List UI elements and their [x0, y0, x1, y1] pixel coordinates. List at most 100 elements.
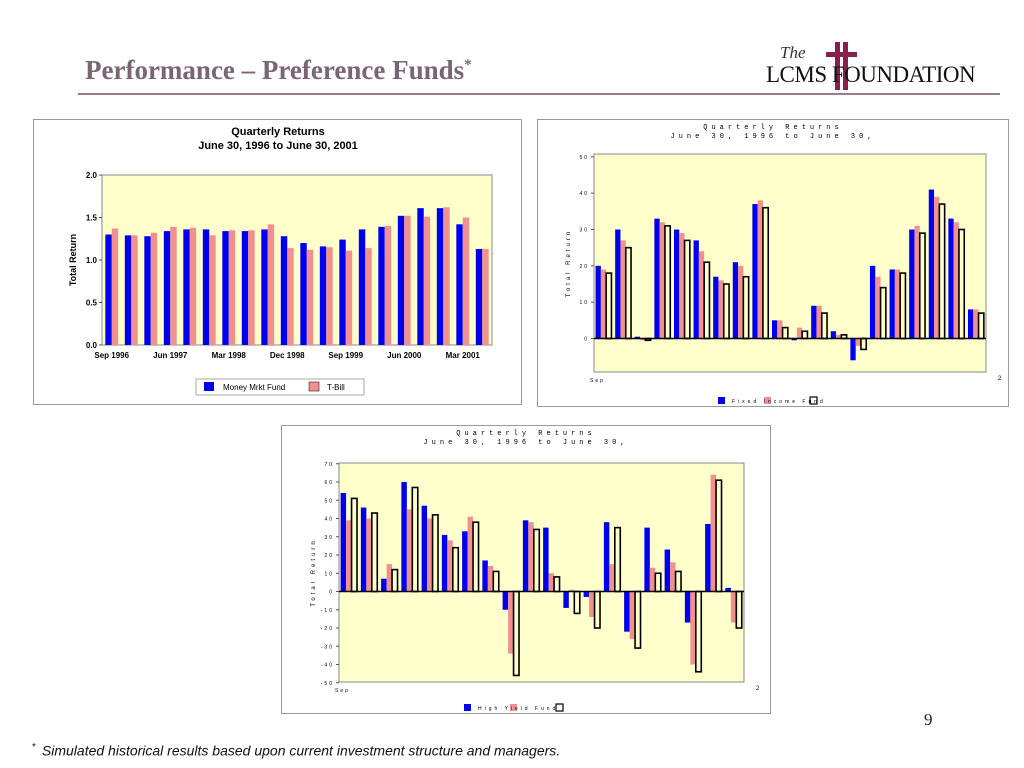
bar-series-1 [948, 218, 954, 339]
bar-t-bill [404, 215, 411, 345]
bar-t-bill [326, 247, 333, 345]
legend-swatch-1 [718, 397, 725, 404]
bar-series-1 [928, 189, 935, 339]
bar-t-bill [228, 230, 236, 345]
bar-series-1 [543, 527, 549, 592]
bar-series-2 [659, 222, 665, 339]
bar-series-1 [850, 338, 856, 361]
title-footnote-mark: * [464, 57, 472, 73]
bar-series-2 [589, 591, 595, 618]
bar-series-1 [705, 523, 711, 592]
bar-series-2 [447, 540, 453, 592]
footnote-mark: * [32, 742, 36, 753]
bar-series-1 [654, 218, 660, 339]
bar-money-mrkt-fund [105, 234, 112, 345]
bar-t-bill [482, 248, 489, 345]
legend-label-t-bill: T-Bill [327, 383, 345, 392]
chart-title: Quarterly Returns [456, 430, 595, 438]
bar-series-2 [855, 338, 861, 346]
bar-series-1 [462, 531, 468, 592]
legend-label: High Yield Fund [478, 706, 558, 712]
bar-money-mrkt-fund [319, 246, 327, 345]
bar-series-1 [634, 336, 641, 339]
bar-series-1 [381, 578, 387, 592]
title-rule [78, 93, 1000, 95]
bar-series-2 [427, 518, 433, 592]
bar-series-1 [725, 587, 731, 592]
bar-series-1 [664, 549, 671, 592]
y-tick-label: 20 [579, 264, 589, 270]
logo-the: The [780, 43, 806, 62]
bar-series-1 [360, 507, 367, 592]
chart-title: Quarterly Returns [231, 126, 325, 138]
bar-series-2 [640, 338, 646, 341]
bar-series-2 [757, 200, 763, 339]
bar-series-2 [548, 573, 555, 592]
bar-money-mrkt-fund [378, 226, 385, 345]
bar-t-bill [248, 230, 255, 345]
legend-swatch-t-bill [308, 381, 320, 392]
bar-t-bill [170, 226, 177, 345]
y-tick-label: -20 [321, 626, 334, 632]
bar-money-mrkt-fund [280, 236, 288, 345]
bar-money-mrkt-fund [397, 215, 405, 345]
bar-series-1 [401, 482, 407, 592]
y-tick-label: 10 [579, 300, 589, 306]
bar-series-1 [340, 492, 347, 592]
y-tick-label: 40 [324, 517, 334, 523]
bar-series-2 [629, 591, 636, 639]
x-tick-label-start: Sep [590, 378, 605, 384]
bar-series-2 [836, 334, 842, 339]
bar-series-2 [816, 305, 822, 339]
bar-t-bill [365, 248, 372, 345]
bar-series-2 [620, 240, 626, 339]
bar-money-mrkt-fund [202, 229, 210, 345]
bar-series-1 [482, 560, 488, 592]
page-title: Performance – Preference Funds* [85, 55, 472, 86]
y-axis-label: Total Return [566, 229, 572, 297]
x-tick-label: Sep 1996 [94, 351, 129, 360]
bar-series-2 [467, 516, 474, 592]
x-tick-label-start: Sep [335, 688, 350, 694]
bar-series-2 [914, 225, 920, 339]
bar-series-2 [508, 591, 514, 654]
bar-series-1 [595, 265, 601, 339]
bar-series-2 [710, 474, 717, 592]
footnote: * Simulated historical results based upon… [32, 742, 560, 759]
bar-money-mrkt-fund [436, 208, 444, 345]
bar-series-1 [615, 229, 621, 339]
bar-t-bill [150, 232, 158, 345]
chart-subtitle: June 30, 1996 to June 30, 2001 [198, 140, 358, 152]
bar-t-bill [384, 226, 392, 345]
logo-cross-icon [835, 42, 840, 90]
bar-series-1 [522, 520, 529, 592]
logo-name: LCMS FOUNDATION [766, 62, 976, 87]
y-tick-label: 60 [324, 480, 334, 486]
bar-money-mrkt-fund [183, 229, 190, 345]
bar-series-2 [406, 509, 413, 592]
bar-money-mrkt-fund [241, 231, 249, 345]
bar-money-mrkt-fund [144, 236, 151, 345]
chart-subtitle: June 30, 1996 to June 30, [670, 133, 875, 141]
bar-t-bill [443, 207, 450, 345]
x-tick-label: Dec 1998 [270, 351, 305, 360]
chart-panel-high-yield: Quarterly Returns June 30, 1996 to June 3… [281, 425, 771, 714]
y-tick-label: 50 [579, 155, 589, 161]
bar-money-mrkt-fund [417, 208, 424, 345]
bar-series-1 [624, 591, 630, 632]
y-tick-label: -50 [321, 681, 334, 687]
bar-money-mrkt-fund [475, 248, 483, 345]
bar-t-bill [189, 227, 197, 345]
bar-series-2 [875, 276, 881, 339]
bar-series-1 [644, 527, 650, 592]
bar-series-2 [609, 564, 615, 592]
bar-series-1 [583, 591, 590, 597]
bar-series-2 [730, 591, 737, 623]
bar-series-2 [690, 591, 696, 665]
legend-swatch-3 [809, 396, 818, 405]
y-axis-label: Total Return [311, 538, 317, 606]
bar-t-bill [462, 217, 470, 345]
y-tick-label: 10 [324, 571, 334, 577]
y-tick-label: 1.5 [86, 214, 98, 223]
